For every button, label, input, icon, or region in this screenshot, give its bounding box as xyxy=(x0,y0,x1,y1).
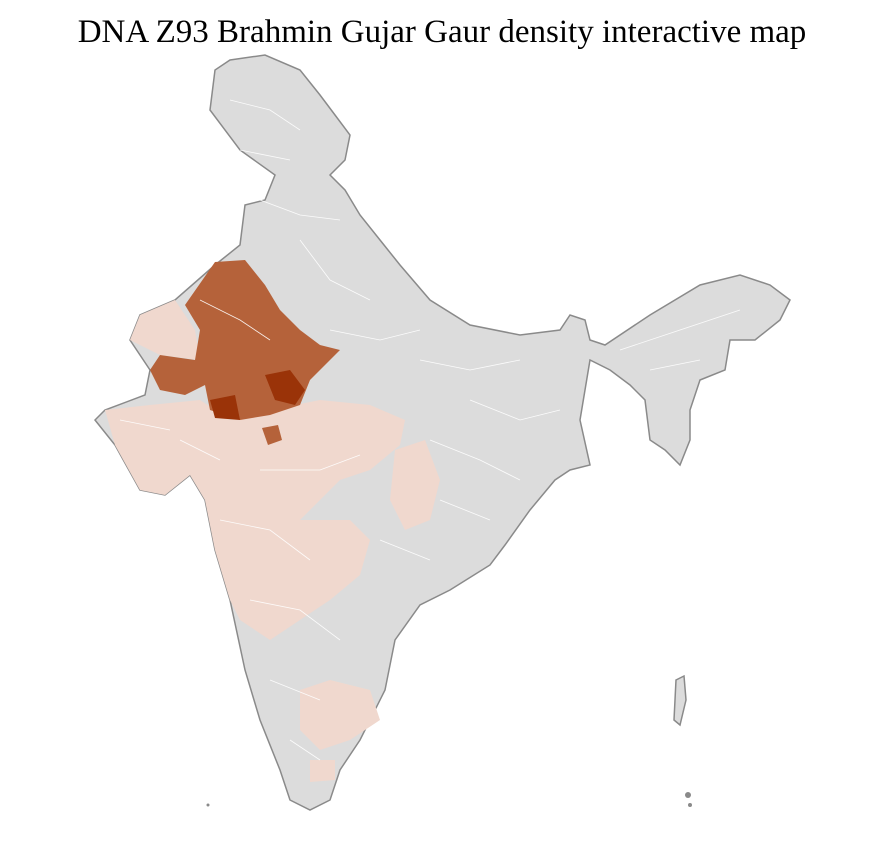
high-density-region xyxy=(265,370,305,405)
medium-density-region xyxy=(262,425,282,445)
island xyxy=(206,803,210,807)
map-title: DNA Z93 Brahmin Gujar Gaur density inter… xyxy=(77,14,807,50)
district-lines xyxy=(119,99,741,761)
island xyxy=(685,792,691,798)
low-density-region xyxy=(310,760,335,782)
island xyxy=(688,803,692,807)
low-density-region xyxy=(105,400,405,640)
high-density-region xyxy=(210,395,240,420)
island xyxy=(673,674,687,727)
low-density-region xyxy=(300,680,380,750)
low-density-region xyxy=(390,440,440,530)
low-density-region xyxy=(130,300,200,360)
